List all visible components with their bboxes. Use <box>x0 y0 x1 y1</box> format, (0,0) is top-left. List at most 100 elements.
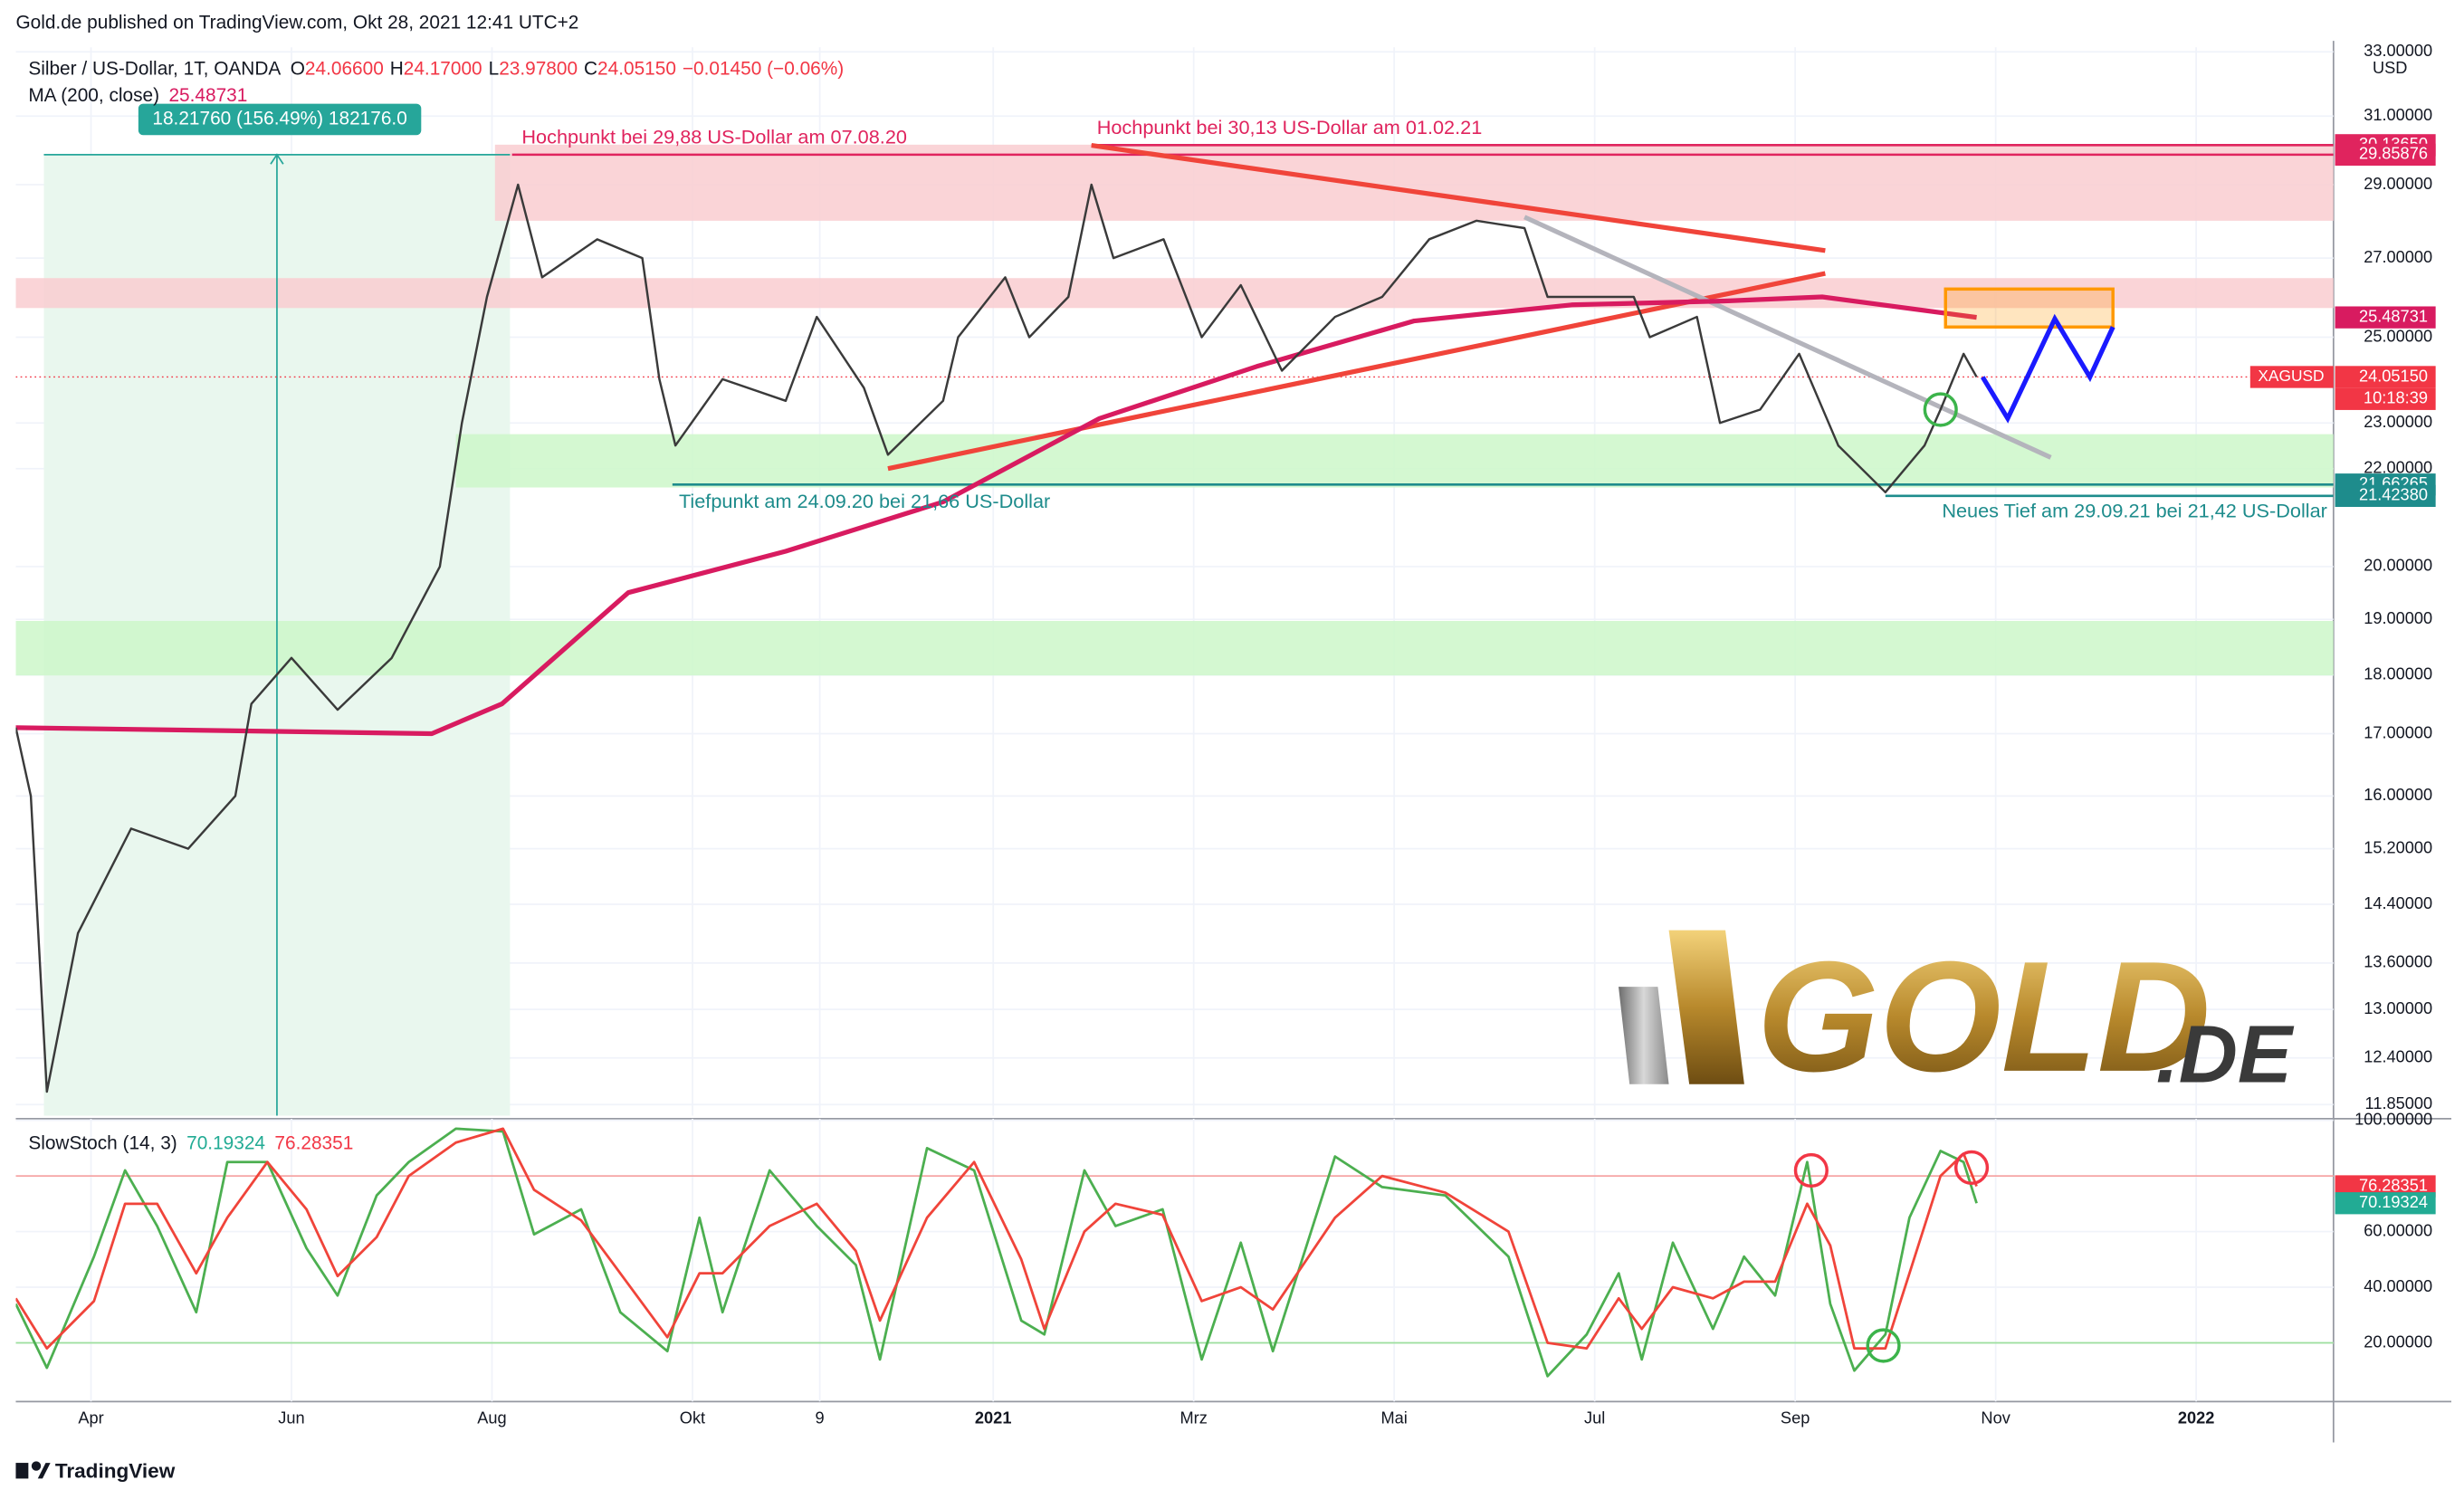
watermark-text: .DE <box>2156 1009 2295 1101</box>
y-tick-label: 33.00000 <box>2364 42 2432 60</box>
measure-label: 18.21760 (156.49%) 182176.0 <box>152 108 406 129</box>
x-tick-label: 2022 <box>2178 1408 2215 1427</box>
logo-bar <box>1619 987 1669 1084</box>
price-label-box <box>2335 366 2436 388</box>
highlight-circle <box>1793 1152 1829 1189</box>
ohlc-key: O <box>291 58 305 79</box>
ohlc-key: L <box>489 58 500 79</box>
price-plot <box>15 143 2334 1116</box>
x-tick-label: 9 <box>816 1408 825 1427</box>
annotation: Tiefpunkt am 24.09.20 bei 21,66 US-Dolla… <box>679 490 1050 512</box>
x-tick-label: Nov <box>1981 1408 2010 1427</box>
series-line <box>15 183 1978 1093</box>
y-tick-label: 23.00000 <box>2364 413 2432 431</box>
y-tick-label: 29.00000 <box>2364 175 2432 193</box>
price-label: 21.42380 <box>2359 486 2428 504</box>
trendline <box>1091 143 1826 253</box>
symbol-box <box>2249 366 2334 388</box>
trendline <box>887 271 1826 472</box>
y-tick-label: 31.00000 <box>2364 106 2432 124</box>
price-label-box <box>2335 306 2436 329</box>
ohlc-value: 24.05150 <box>597 58 676 79</box>
zone <box>15 278 2334 309</box>
countdown: 10:18:39 <box>2364 389 2428 407</box>
legend-line: Silber / US-Dollar, 1T, OANDA O24.06600 H2… <box>28 58 844 79</box>
watermark: GOLD.DE <box>1619 929 2295 1104</box>
y-tick-label: 40.00000 <box>2364 1277 2432 1295</box>
measure-arrow <box>270 153 284 165</box>
price-label: 24.05150 <box>2359 367 2428 385</box>
y-tick-label: 100.00000 <box>2354 1110 2432 1128</box>
series-line <box>15 1127 1978 1350</box>
x-tick-label: Mrz <box>1180 1408 1208 1427</box>
series-line <box>15 1127 1978 1378</box>
change: −0.01450 (−0.06%) <box>683 58 844 79</box>
stoch-plot <box>15 1127 2334 1378</box>
x-tick-label: Sep <box>1781 1408 1810 1427</box>
y-tick-label: 12.40000 <box>2364 1048 2432 1066</box>
highlight-circle <box>1866 1328 1901 1363</box>
legend-stoch-value: 76.28351 <box>274 1132 353 1153</box>
target-box <box>1944 287 2115 329</box>
y-tick-label: 13.00000 <box>2364 999 2432 1017</box>
plot-layer: Apr Jun Aug Okt 9 2021 Mrz Mai Jul Sep Nov 2022 33.0… <box>15 42 2436 1427</box>
forecast-path <box>1981 313 2115 424</box>
stoch-label: 70.19324 <box>2359 1193 2428 1211</box>
x-tick-label: Okt <box>680 1408 705 1427</box>
highlight-circle <box>1923 392 1958 427</box>
y-tick-label: 13.60000 <box>2364 953 2432 971</box>
legend-title: Silber / US-Dollar, 1T, OANDA <box>28 58 281 79</box>
ohlc-value: 24.06600 <box>305 58 384 79</box>
y-tick-label: 15.20000 <box>2364 838 2432 856</box>
zone <box>15 620 2334 676</box>
y-tick-label: 27.00000 <box>2364 248 2432 266</box>
price-label: 29.85876 <box>2359 145 2428 163</box>
zone <box>455 434 2334 488</box>
stoch-label-box <box>2335 1192 2436 1215</box>
y-tick-label: 20.00000 <box>2364 1332 2432 1351</box>
price-label-box <box>2335 484 2436 508</box>
ohlc-value: 24.17000 <box>404 58 482 79</box>
ohlc-value: 23.97800 <box>499 58 578 79</box>
annotation: Neues Tief am 29.09.21 bei 21,42 US-Doll… <box>1942 500 2327 522</box>
x-tick-label: Jul <box>1584 1408 1605 1427</box>
legend-ma-value: 25.48731 <box>168 84 247 105</box>
y-tick-label: 25.00000 <box>2364 327 2432 345</box>
watermark-text: GOLD <box>1757 929 2211 1104</box>
x-tick-label: Jun <box>278 1408 304 1427</box>
legend-line: MA (200, close) 25.48731 <box>28 84 247 105</box>
series-line <box>15 294 1977 737</box>
x-tick-label: Apr <box>78 1408 103 1427</box>
highlight-circle <box>1953 1150 1990 1185</box>
y-tick-label: 20.00000 <box>2364 557 2432 575</box>
ohlc-key: H <box>390 58 404 79</box>
y-tick-label: 19.00000 <box>2364 609 2432 627</box>
trendline <box>1523 215 2052 460</box>
y-tick-label: 18.00000 <box>2364 664 2432 683</box>
ohlc-key: C <box>584 58 597 79</box>
legend-ma: MA (200, close) <box>28 84 159 105</box>
y-tick-label: 14.40000 <box>2364 894 2432 912</box>
y-tick-label: 60.00000 <box>2364 1221 2432 1239</box>
x-tick-label: Mai <box>1380 1408 1407 1427</box>
legend-stoch-value: 70.19324 <box>186 1132 265 1153</box>
annotation: Hochpunkt bei 30,13 US-Dollar am 01.02.2… <box>1097 116 1483 138</box>
price-label: 25.48731 <box>2359 307 2428 325</box>
price-label-box <box>2335 143 2436 167</box>
y-tick-label: 17.00000 <box>2364 723 2432 741</box>
footer-logo: TradingView <box>15 1459 176 1482</box>
y-tick-label: 11.85000 <box>2365 1094 2433 1112</box>
symbol-label: XAGUSD <box>2258 367 2324 385</box>
legend-stoch: SlowStoch (14, 3) <box>28 1132 177 1153</box>
footer-text: TradingView <box>55 1459 176 1482</box>
x-tick-label: 2021 <box>975 1408 1012 1427</box>
measure-label-box <box>138 103 422 136</box>
logo-bar <box>1668 930 1744 1084</box>
stoch-label: 76.28351 <box>2359 1176 2428 1194</box>
y-tick-label: 22.00000 <box>2364 459 2432 477</box>
zone <box>494 144 2334 221</box>
published-line: Gold.de published on TradingView.com, Ok… <box>15 13 578 33</box>
axis-unit: USD <box>2373 59 2407 77</box>
